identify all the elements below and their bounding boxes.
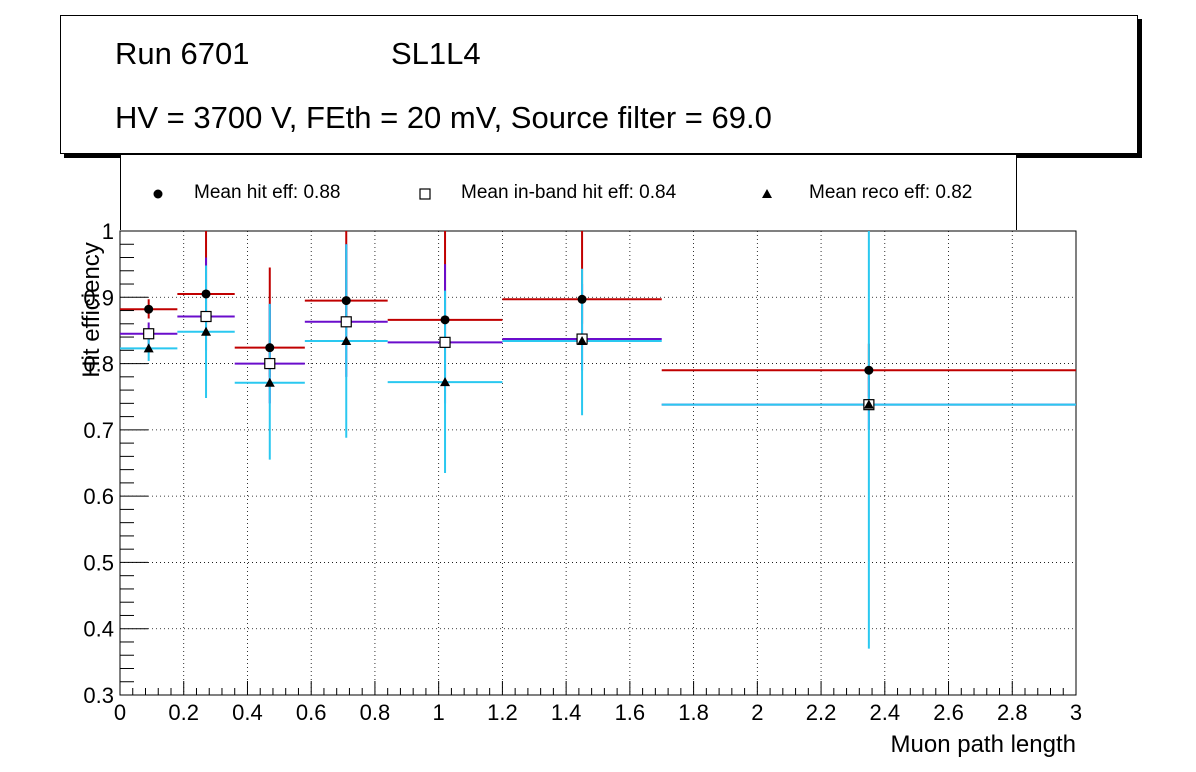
title-panel: Run 6701 SL1L4 HV = 3700 V, FEth = 20 mV… xyxy=(60,15,1138,154)
legend-marker-open-square xyxy=(419,188,431,200)
legend-markers xyxy=(153,188,772,200)
layer-label: SL1L4 xyxy=(391,36,481,71)
data-point-triangle xyxy=(577,336,588,346)
legend-marker-triangle xyxy=(762,189,772,198)
data-point-circle xyxy=(577,294,587,304)
x-tick-label: 2.2 xyxy=(806,700,837,725)
y-tick-label: 0.5 xyxy=(83,550,114,575)
data-point-circle xyxy=(440,315,450,325)
y-tick-label: 0.6 xyxy=(83,484,114,509)
legend-label-reco-eff: Mean reco eff: 0.82 xyxy=(809,182,973,203)
run-number: Run 6701 xyxy=(115,36,250,71)
x-tick-label: 3 xyxy=(1070,700,1082,725)
data-point-circle xyxy=(341,296,351,306)
y-tick-label: 0.9 xyxy=(83,285,114,310)
plot-area-border xyxy=(119,230,1077,696)
x-tick-label: 1.2 xyxy=(487,700,518,725)
y-axis-label: Hit efficiency xyxy=(77,242,105,378)
data-series xyxy=(120,231,1076,649)
data-point-square xyxy=(264,357,276,370)
x-tick-label: 0.6 xyxy=(296,700,327,725)
data-point-circle xyxy=(201,289,211,299)
data-point-triangle xyxy=(863,399,874,409)
data-point-square xyxy=(439,336,451,348)
data-point-triangle xyxy=(201,326,212,336)
x-tick-label: 2 xyxy=(751,700,763,725)
x-tick-label: 2.4 xyxy=(870,700,901,725)
data-point-square xyxy=(340,316,352,328)
data-point-square xyxy=(143,328,155,340)
data-point-circle xyxy=(144,304,154,314)
legend-label-inband-eff: Mean in-band hit eff: 0.84 xyxy=(461,182,677,203)
x-tick-label: 1 xyxy=(433,700,445,725)
x-tick-label: 1.4 xyxy=(551,700,582,725)
axis-ticks: 0 0.2 0.4 0.6 0.8 1 1.2 1.4 1.6 1.8 2 2.2 2.4 2.6 2.8 3… xyxy=(83,219,1082,725)
legend: Mean hit eff: 0.88 Mean in-band hit eff:… xyxy=(120,155,1017,230)
data-point-triangle xyxy=(143,343,154,353)
x-tick-label: 0.4 xyxy=(232,700,263,725)
x-axis-label: Muon path length xyxy=(891,731,1076,758)
legend-marker-circle xyxy=(153,189,163,199)
y-tick-label: 1 xyxy=(102,219,114,244)
legend-label-hit-eff: Mean hit eff: 0.88 xyxy=(194,182,341,203)
x-tick-label: 2.6 xyxy=(933,700,964,725)
data-point-triangle xyxy=(341,336,352,346)
x-tick-label: 0.8 xyxy=(360,700,391,725)
data-point-triangle xyxy=(440,377,451,387)
data-point-circle xyxy=(265,343,275,353)
x-tick-label: 0 xyxy=(114,700,126,725)
y-tick-label: 0.3 xyxy=(83,683,114,708)
x-tick-label: 0.2 xyxy=(168,700,199,725)
x-tick-label: 1.6 xyxy=(615,700,646,725)
data-point-square xyxy=(200,310,212,323)
y-tick-label: 0.8 xyxy=(83,352,114,377)
data-point-circle xyxy=(864,365,874,375)
grid-lines xyxy=(120,231,1076,695)
y-tick-label: 0.7 xyxy=(83,418,114,443)
plot-frame xyxy=(119,230,1077,696)
x-tick-label: 2.8 xyxy=(997,700,1028,725)
y-tick-label: 0.4 xyxy=(83,617,114,642)
data-point-triangle xyxy=(264,377,275,387)
run-conditions: HV = 3700 V, FEth = 20 mV, Source filter… xyxy=(115,100,772,135)
x-tick-label: 1.8 xyxy=(678,700,709,725)
